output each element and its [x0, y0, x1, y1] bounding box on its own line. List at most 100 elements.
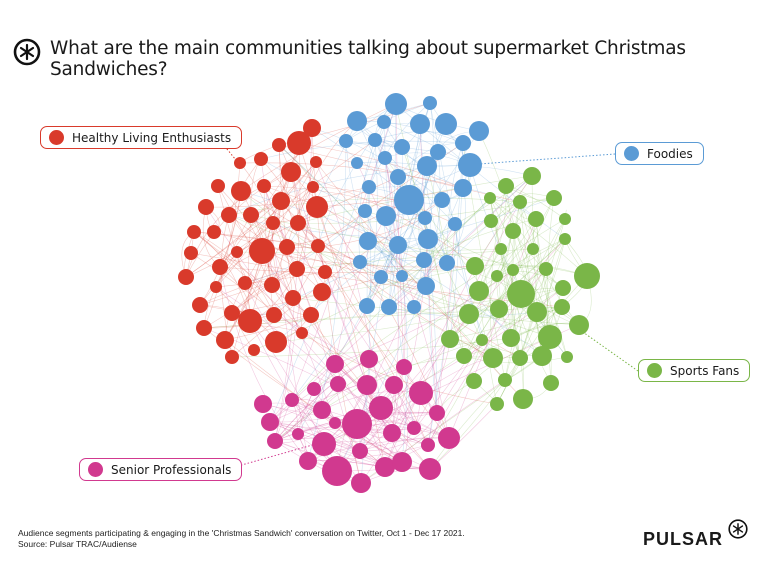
node [296, 327, 308, 339]
edge [272, 222, 427, 287]
edge [263, 185, 362, 484]
edge [384, 157, 399, 434]
node [265, 331, 287, 353]
node [378, 151, 392, 165]
edge [519, 218, 566, 359]
edge [193, 231, 382, 409]
community-color-dot [49, 130, 64, 145]
node [184, 246, 198, 260]
node [527, 243, 539, 255]
edge [334, 269, 514, 365]
node [385, 376, 403, 394]
node [418, 211, 432, 225]
node [435, 113, 457, 135]
edge [427, 339, 483, 446]
node [459, 304, 479, 324]
node [498, 373, 512, 387]
node [264, 277, 280, 293]
node [238, 309, 262, 333]
edge [274, 358, 370, 442]
node [559, 213, 571, 225]
node [539, 262, 553, 276]
node [307, 382, 321, 396]
node [469, 121, 489, 141]
node [312, 432, 336, 456]
community-label-healthy-living: Healthy Living Enthusiasts [40, 126, 243, 149]
edge [273, 314, 395, 386]
edge [203, 268, 298, 329]
node [299, 452, 317, 470]
node [266, 307, 282, 323]
edge [260, 158, 319, 247]
node [396, 359, 412, 375]
edge [356, 223, 456, 425]
edge [427, 175, 533, 240]
edge [215, 200, 282, 288]
edge [436, 223, 456, 414]
node [272, 192, 290, 210]
node [326, 355, 344, 373]
edge [436, 238, 566, 414]
node [292, 428, 304, 440]
node [357, 375, 377, 395]
edge [366, 123, 421, 307]
node [528, 211, 544, 227]
node [574, 263, 600, 289]
edge [311, 127, 443, 201]
pulsar-asterisk-icon [728, 519, 748, 539]
node [285, 393, 299, 407]
community-color-dot [88, 462, 103, 477]
node [329, 417, 341, 429]
edge [504, 218, 566, 381]
node [430, 144, 446, 160]
node [417, 277, 435, 295]
node [178, 269, 194, 285]
node [196, 320, 212, 336]
edge [478, 185, 507, 292]
edge [313, 218, 566, 390]
edge [292, 297, 580, 326]
edge [297, 276, 382, 435]
edge [301, 332, 498, 405]
edge [388, 175, 533, 308]
edge [269, 421, 393, 434]
node [351, 157, 363, 169]
edge [511, 269, 521, 359]
node [362, 180, 376, 194]
node [505, 223, 521, 239]
node [498, 178, 514, 194]
node [198, 199, 214, 215]
node [285, 290, 301, 306]
node [543, 375, 559, 391]
edge [448, 218, 537, 439]
node [417, 156, 437, 176]
edge [496, 185, 511, 277]
node [439, 255, 455, 271]
leader-line [579, 329, 639, 372]
node [254, 152, 268, 166]
edge [263, 185, 399, 246]
node [231, 246, 243, 258]
edge [512, 230, 568, 358]
edge [228, 214, 551, 338]
edge [512, 230, 551, 338]
node [407, 421, 421, 435]
edge [478, 130, 543, 357]
edge [429, 379, 506, 470]
node [318, 265, 332, 279]
node [429, 405, 445, 421]
node [330, 376, 346, 392]
community-label-senior-professionals: Senior Professionals [79, 458, 243, 481]
node [532, 346, 552, 366]
community-name: Healthy Living Enthusiasts [72, 130, 232, 145]
edge [217, 185, 273, 286]
node [394, 139, 410, 155]
node [381, 299, 397, 315]
node [279, 239, 295, 255]
node [231, 181, 251, 201]
edge [463, 306, 563, 357]
node [238, 276, 252, 290]
node [513, 389, 533, 409]
edge [286, 217, 426, 248]
